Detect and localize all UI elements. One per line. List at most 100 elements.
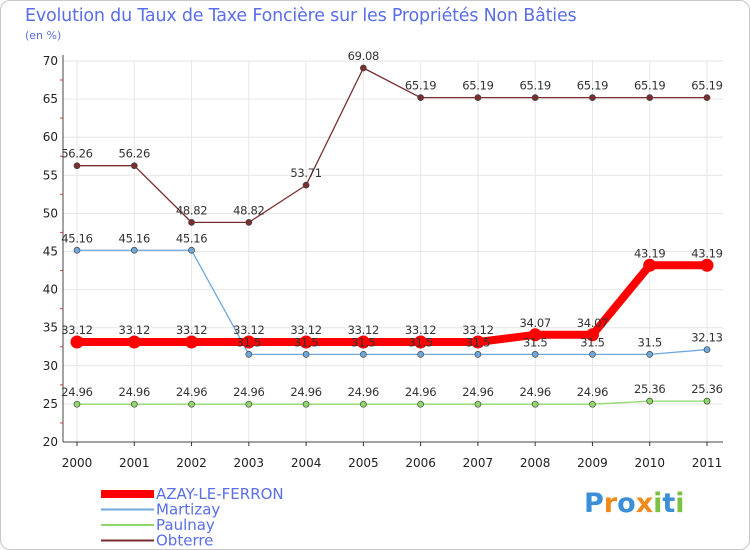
legend-label-azay-le-ferron: AZAY-LE-FERRON [156, 485, 284, 503]
data-point-obterre [360, 64, 367, 72]
data-point-martizay [417, 351, 424, 358]
y-tick-label: 30 [43, 359, 58, 373]
x-tick-label: 2006 [405, 456, 436, 470]
y-tick-label: 25 [43, 397, 58, 411]
data-point-obterre [73, 162, 81, 170]
data-point-obterre [474, 94, 482, 102]
legend-label-obterre: Obterre [156, 532, 213, 550]
x-tick-label: 2004 [291, 456, 322, 470]
data-point-paulnay [360, 400, 367, 408]
data-point-obterre [245, 219, 253, 226]
data-point-martizay [130, 246, 138, 254]
data-label-azay-le-ferron: 33.12 [233, 323, 264, 337]
data-point-paulnay [417, 400, 424, 408]
y-axis-unit-label: (en %) [25, 29, 62, 42]
data-point-obterre [417, 94, 424, 102]
data-point-azay-le-ferron [471, 335, 485, 349]
data-point-paulnay [531, 400, 539, 408]
logo-letter: P [584, 488, 604, 519]
data-label-martizay: 31.5 [237, 335, 261, 349]
data-point-obterre [130, 162, 138, 170]
x-tick-label: 2011 [692, 456, 723, 470]
data-label-obterre: 48.82 [233, 203, 264, 217]
data-point-paulnay [188, 400, 195, 408]
data-label-paulnay: 24.96 [290, 385, 321, 399]
data-point-martizay [245, 351, 253, 358]
logo-letter: r [603, 488, 618, 519]
data-label-martizay: 45.16 [176, 231, 207, 245]
y-tick-label: 65 [43, 92, 58, 106]
data-point-obterre [531, 94, 539, 102]
data-label-obterre: 65.19 [577, 79, 608, 93]
data-label-azay-le-ferron: 43.19 [691, 246, 722, 260]
data-label-obterre: 53.71 [290, 166, 321, 180]
data-point-azay-le-ferron [70, 335, 84, 349]
data-point-paulnay [474, 400, 482, 408]
data-label-azay-le-ferron: 33.12 [462, 323, 493, 337]
data-point-martizay [474, 351, 482, 358]
series-line-martizay [76, 249, 708, 356]
data-point-martizay [531, 351, 539, 358]
data-label-paulnay: 24.96 [348, 385, 379, 399]
y-tick-label: 70 [43, 54, 58, 68]
data-label-obterre: 65.19 [634, 79, 665, 93]
logo-letter: i [653, 488, 663, 519]
chart-title: Evolution du Taux de Taxe Foncière sur l… [25, 6, 577, 26]
data-point-obterre [188, 219, 195, 226]
logo-letter: t [662, 488, 676, 519]
y-tick-label: 40 [43, 283, 58, 297]
data-label-paulnay: 24.96 [577, 385, 608, 399]
data-label-paulnay: 24.96 [119, 385, 150, 399]
y-tick-label: 35 [43, 321, 58, 335]
data-label-martizay: 31.5 [523, 335, 547, 349]
data-label-obterre: 56.26 [119, 147, 150, 161]
logo-letter: o [617, 488, 636, 519]
data-label-obterre: 56.26 [61, 147, 92, 161]
data-point-martizay [646, 351, 654, 358]
data-point-obterre [589, 94, 596, 102]
data-point-azay-le-ferron [127, 335, 141, 349]
data-point-paulnay [73, 400, 81, 408]
data-label-paulnay: 25.36 [691, 382, 722, 396]
series-line-paulnay [76, 400, 708, 405]
x-tick-label: 2003 [234, 456, 265, 470]
data-label-obterre: 48.82 [176, 203, 207, 217]
data-point-azay-le-ferron [299, 335, 313, 349]
data-label-martizay: 32.13 [691, 331, 722, 345]
data-point-azay-le-ferron [356, 335, 370, 349]
data-point-martizay [360, 351, 367, 358]
data-label-paulnay: 25.36 [634, 382, 665, 396]
y-tick-label: 20 [43, 435, 58, 449]
x-tick-label: 2002 [176, 456, 207, 470]
data-label-martizay: 45.16 [61, 231, 92, 245]
x-tick-label: 2009 [577, 456, 608, 470]
data-label-martizay: 45.16 [119, 231, 150, 245]
legend-label-paulnay: Paulnay [156, 516, 215, 534]
x-tick-label: 2005 [348, 456, 379, 470]
data-point-paulnay [646, 397, 654, 405]
data-label-azay-le-ferron: 33.12 [61, 323, 92, 337]
data-label-martizay: 31.5 [351, 335, 375, 349]
data-point-martizay [589, 351, 596, 358]
data-point-azay-le-ferron [185, 335, 199, 349]
data-point-azay-le-ferron [700, 258, 714, 272]
data-label-obterre: 65.19 [691, 79, 722, 93]
data-label-paulnay: 24.96 [233, 385, 264, 399]
series-line-azay-le-ferron [73, 261, 711, 347]
data-point-paulnay [703, 397, 711, 405]
x-tick-label: 2001 [119, 456, 150, 470]
logo-letter: x [635, 488, 654, 519]
data-point-paulnay [302, 400, 310, 408]
x-tick-label: 2010 [634, 456, 665, 470]
data-label-azay-le-ferron: 33.12 [290, 323, 321, 337]
logo-letter: i [675, 488, 685, 519]
data-label-obterre: 65.19 [462, 79, 493, 93]
y-tick-label: 50 [43, 206, 58, 220]
data-label-obterre: 65.19 [405, 79, 436, 93]
y-tick-label: 55 [43, 168, 58, 182]
data-label-azay-le-ferron: 34.07 [519, 316, 550, 330]
data-point-azay-le-ferron [643, 258, 657, 272]
data-point-azay-le-ferron [414, 335, 428, 349]
data-point-martizay [302, 351, 310, 358]
